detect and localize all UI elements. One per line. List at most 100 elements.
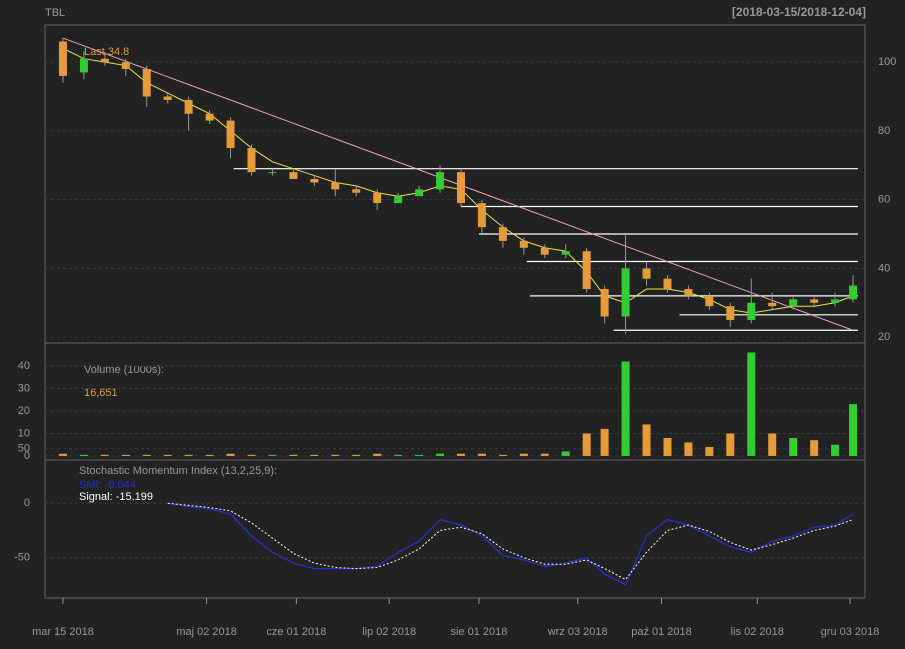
y-tick-label: -50 [14,552,30,564]
candle-body [600,289,609,317]
volume-bar [289,454,298,456]
smi-label: SMI: -8.044 [79,479,136,491]
volume-bar [456,453,465,456]
volume-bar [477,453,486,456]
candle-body [436,172,445,190]
volume-bar [121,454,130,456]
date-range: [2018-03-15/2018-12-04] [732,5,866,19]
signal-label: Signal: -15.199 [79,491,153,503]
candle-body [373,192,382,204]
volume-bar [352,454,361,456]
volume-last-label: 16,651 [84,387,118,399]
volume-bar [184,454,193,456]
candle-body [352,189,361,193]
chart-title: TBL [45,7,65,19]
candle-body [642,268,651,279]
candle-body [268,172,277,174]
volume-bar [310,454,319,456]
candle-body [705,295,714,307]
candle-body [394,196,403,204]
candle-body [226,120,235,149]
volume-bar [331,454,340,456]
candle-body [205,113,214,121]
x-tick-label: mar 15 2018 [32,626,94,638]
volume-bar [663,437,672,456]
y-tick-label: 0 [24,497,30,509]
smi-line [167,502,854,586]
volume-bar [163,454,172,456]
smi-title: Stochastic Momentum Index (13,2,25,9): [79,465,277,477]
y-tick-label: 80 [878,125,890,137]
y-tick-label: 30 [18,382,30,394]
candle-body [477,203,486,228]
candle-body [163,96,172,100]
candle-body [310,179,319,183]
volume-bar [600,428,609,456]
volume-bar [100,454,109,456]
volume-bar [373,453,382,456]
candle-body [726,306,735,320]
candle-body [289,172,298,180]
candle-body [415,189,424,197]
x-tick-label: wrz 03 2018 [547,626,608,638]
volume-bar [226,453,235,456]
volume-bar [726,433,735,456]
candle-body [142,69,151,97]
candle-body [79,58,88,73]
candle-body [456,172,465,204]
candle-body [519,240,528,248]
candle-body [582,251,591,290]
volume-bar [436,453,445,456]
candle-body [849,285,858,300]
volume-bar [789,437,798,456]
candle-body [247,148,256,173]
volume-bar [642,424,651,456]
y-tick-label: 50 [18,443,30,455]
volume-bar [768,433,777,456]
candle-body [184,99,193,114]
volume-bar [561,451,570,456]
volume-bar [621,361,630,456]
volume-bar [268,454,277,456]
volume-bar [519,453,528,456]
y-tick-label: 40 [878,262,890,274]
x-tick-label: maj 02 2018 [176,626,237,638]
candle-body [663,278,672,290]
y-tick-label: 0 [24,450,30,462]
volume-bar [684,442,693,456]
candle-body [100,58,109,63]
candle-body [810,299,819,303]
volume-bar [810,440,819,456]
candle-body [561,251,570,255]
candle-body [831,299,840,303]
x-tick-label: lis 02 2018 [731,626,784,638]
candle-body [789,299,798,307]
volume-title: Volume (1000s): [84,364,164,376]
candle-body [621,268,630,317]
y-tick-label: 20 [18,405,30,417]
volume-bar [747,352,756,456]
volume-bar [142,454,151,456]
candle-body [498,227,507,241]
signal-line [167,502,854,581]
candle-body [684,289,693,296]
volume-bar [394,454,403,456]
volume-bar [79,454,88,456]
volume-bar [498,454,507,456]
candle-body [540,247,549,255]
candle-body [747,302,756,320]
volume-bar [705,446,714,456]
y-tick-label: 10 [18,427,30,439]
volume-bar [205,454,214,456]
last-price-label: Last 34.8 [84,46,129,58]
x-tick-label: paź 01 2018 [631,626,692,638]
volume-bar [582,433,591,456]
volume-bar [415,454,424,456]
volume-bar [849,404,858,456]
x-tick-label: cze 01 2018 [266,626,326,638]
candle-body [768,302,777,307]
x-tick-label: sie 01 2018 [450,626,507,638]
candle-body [331,182,340,190]
volume-bar [540,453,549,456]
